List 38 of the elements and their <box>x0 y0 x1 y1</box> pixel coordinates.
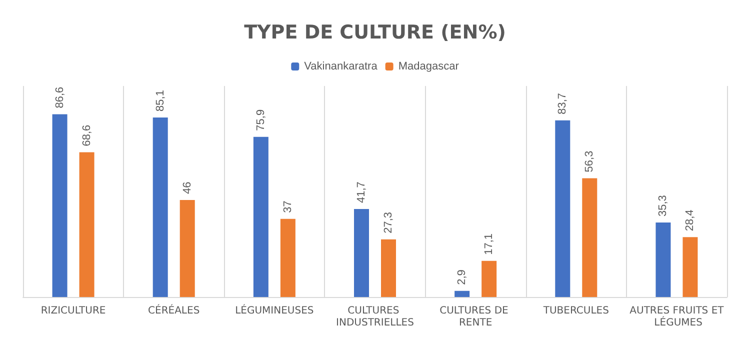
data-label: 41,7 <box>356 182 368 204</box>
data-label: 85,1 <box>154 90 166 112</box>
data-label: 35,3 <box>657 195 670 217</box>
bar <box>253 136 268 297</box>
data-label: 56,3 <box>584 150 596 172</box>
bar <box>381 239 396 297</box>
data-label: 28,4 <box>684 210 696 232</box>
bar <box>582 178 598 297</box>
x-tick-label: LÉGUMINEUSES <box>235 304 314 316</box>
legend-label: Vakinankaratra <box>304 60 378 72</box>
legend-label: Madagascar <box>398 60 460 72</box>
data-label: 46 <box>181 182 194 194</box>
x-tick-label: CÉRÉALES <box>148 304 200 316</box>
x-tick-label: TUBERCULES <box>542 306 609 316</box>
bar <box>152 117 168 297</box>
data-label: 2,9 <box>456 270 468 285</box>
bar <box>682 237 698 297</box>
x-tick-label: CULTURES DE RENTE <box>440 306 512 328</box>
bar <box>656 222 671 297</box>
data-label: 75,9 <box>254 109 267 131</box>
data-label: 86,6 <box>54 86 66 108</box>
data-label: 37 <box>282 200 294 213</box>
data-label: 68,6 <box>80 124 93 146</box>
x-tick-label: RIZICULTURE <box>40 306 106 316</box>
bar <box>454 290 470 297</box>
bar <box>79 152 94 297</box>
data-label: 83,7 <box>556 92 569 114</box>
x-tick-label: AUTRES FRUITS ET LÉGUMES <box>630 306 725 328</box>
bar <box>354 209 369 297</box>
chart-title: TYPE DE CULTURE (EN%) <box>244 22 506 44</box>
x-tick-label: CULTURES INDUSTRIELLES <box>336 306 414 328</box>
bar <box>52 114 68 297</box>
data-label: 27,3 <box>382 212 394 234</box>
bar <box>555 120 570 297</box>
bar <box>180 200 195 297</box>
bar <box>482 260 497 297</box>
bar <box>280 218 296 297</box>
data-label: 17,1 <box>483 233 496 255</box>
